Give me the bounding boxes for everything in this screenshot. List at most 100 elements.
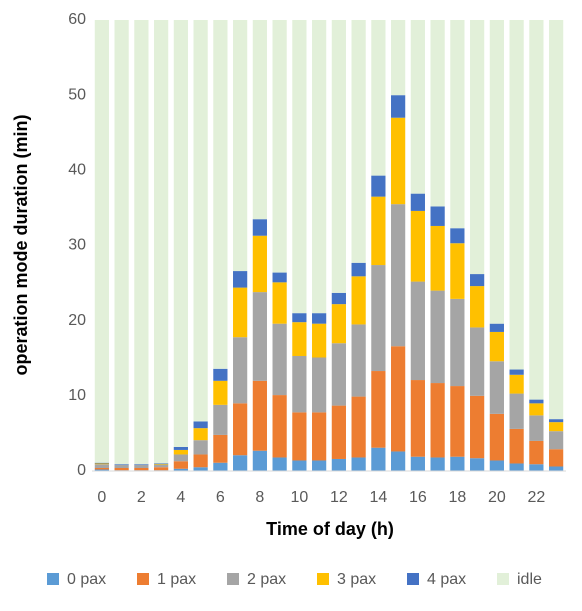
bar-segment [410, 281, 425, 381]
bar-segment [371, 20, 386, 176]
bar-segment [193, 421, 208, 429]
bar-segment [173, 446, 188, 450]
bar-segment [331, 405, 346, 459]
x-tick-label: 2 [137, 489, 146, 506]
y-tick-label: 10 [68, 387, 86, 404]
bar-segment [391, 117, 406, 205]
bar-segment [489, 460, 504, 471]
bar-segment [371, 371, 386, 448]
bar-segment [371, 265, 386, 372]
bar-segment [430, 290, 445, 384]
legend-swatch [317, 573, 329, 585]
x-tick-label: 20 [488, 489, 506, 506]
bar-segment [470, 458, 485, 471]
bar-segment [154, 467, 169, 471]
bar-segment [114, 20, 129, 465]
bar-segment [549, 20, 564, 420]
legend-swatch [227, 573, 239, 585]
bar-segment [312, 357, 327, 413]
bar-segment [94, 464, 109, 468]
bar-segment [292, 20, 307, 314]
bar-segment [410, 456, 425, 471]
bar-segment [312, 460, 327, 471]
bar-segment [430, 20, 445, 207]
bar-segment [233, 455, 248, 471]
bar-segment [173, 449, 188, 455]
bar-segment [114, 467, 129, 471]
bar-segment [213, 462, 228, 471]
bar-segment [331, 343, 346, 406]
bar-segment [331, 458, 346, 471]
bar-segment [391, 95, 406, 118]
bar-segment [94, 20, 109, 463]
legend-label: 2 pax [247, 571, 286, 588]
bar-segment [193, 440, 208, 455]
bar-segment [351, 262, 366, 277]
bar-segment [351, 457, 366, 471]
bar-segment [193, 467, 208, 471]
x-tick-label: 8 [255, 489, 264, 506]
bar-segment [489, 20, 504, 324]
bar-segment [430, 457, 445, 471]
bar-segment [529, 403, 544, 416]
bar-segment [134, 464, 149, 465]
bar-segment [272, 323, 287, 396]
bar-segment [252, 450, 267, 471]
bar-segment [312, 323, 327, 358]
bar-segment [351, 396, 366, 458]
bar-segment [292, 355, 307, 413]
bar-segment [173, 468, 188, 471]
bar-segment [489, 323, 504, 332]
bar-segment [549, 431, 564, 450]
bar-segment [173, 454, 188, 462]
bar-segment [410, 380, 425, 457]
bar-segment [410, 20, 425, 194]
bar-segment [233, 287, 248, 338]
bar-segment [450, 298, 465, 387]
x-tick-label: 16 [409, 489, 427, 506]
y-tick-label: 20 [68, 312, 86, 329]
bar-segment [549, 419, 564, 423]
bar-segment [252, 380, 267, 451]
bar-segment [272, 395, 287, 458]
bar-segment [331, 20, 346, 293]
bar-segment [312, 412, 327, 461]
legend-swatch [47, 573, 59, 585]
x-tick-label: 22 [527, 489, 545, 506]
bar-segment [489, 413, 504, 461]
bar-segment [312, 313, 327, 324]
x-tick-label: 0 [97, 489, 106, 506]
bar-segment [529, 20, 544, 400]
bar-segment [252, 219, 267, 236]
legend-label: idle [517, 571, 542, 588]
bar-segment [470, 395, 485, 459]
bar-segment [549, 466, 564, 471]
bar-segment [470, 286, 485, 328]
bar-segment [470, 327, 485, 396]
bar-segment [351, 20, 366, 263]
bar-segment [114, 464, 129, 468]
y-tick-label: 0 [77, 462, 86, 479]
bar-segment [154, 463, 169, 465]
bar-segment [272, 457, 287, 471]
bar-segment [154, 464, 169, 465]
bar-segment [252, 292, 267, 381]
bar-segment [173, 20, 188, 447]
legend-label: 0 pax [67, 571, 106, 588]
bar-segment [252, 235, 267, 293]
bar-segment [252, 20, 267, 220]
x-axis-title: Time of day (h) [266, 519, 394, 539]
legend-swatch [137, 573, 149, 585]
bar-segment [193, 454, 208, 468]
bar-segment [509, 374, 524, 394]
bar-segment [430, 225, 445, 291]
bar-segment [391, 204, 406, 347]
x-tick-label: 18 [448, 489, 466, 506]
bar-segment [154, 464, 169, 468]
bar-segment [134, 467, 149, 471]
bar-segment [312, 20, 327, 314]
bar-segment [272, 282, 287, 324]
bar-segment [94, 467, 109, 470]
bar-segment [233, 403, 248, 456]
legend-swatch [497, 573, 509, 585]
